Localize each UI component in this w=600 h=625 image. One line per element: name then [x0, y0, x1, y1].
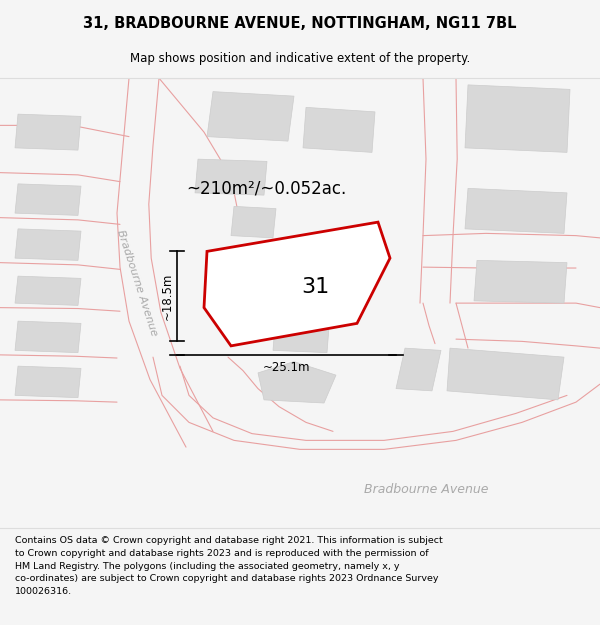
Polygon shape [15, 321, 81, 352]
Text: 31: 31 [301, 278, 329, 298]
Text: Map shows position and indicative extent of the property.: Map shows position and indicative extent… [130, 52, 470, 65]
Polygon shape [465, 188, 567, 233]
Text: Contains OS data © Crown copyright and database right 2021. This information is : Contains OS data © Crown copyright and d… [15, 536, 443, 596]
Polygon shape [231, 206, 276, 238]
Text: Bradbourne Avenue: Bradbourne Avenue [364, 483, 488, 496]
Polygon shape [474, 261, 567, 303]
Polygon shape [204, 222, 390, 346]
Polygon shape [15, 114, 81, 150]
Polygon shape [447, 348, 564, 400]
Polygon shape [15, 184, 81, 216]
Polygon shape [258, 362, 336, 403]
Text: 31, BRADBOURNE AVENUE, NOTTINGHAM, NG11 7BL: 31, BRADBOURNE AVENUE, NOTTINGHAM, NG11 … [83, 16, 517, 31]
Polygon shape [273, 312, 330, 352]
Text: Bradbourne Avenue: Bradbourne Avenue [115, 229, 159, 338]
Polygon shape [396, 348, 441, 391]
Text: ~210m²/~0.052ac.: ~210m²/~0.052ac. [186, 179, 346, 198]
Polygon shape [15, 366, 81, 398]
Text: ~25.1m: ~25.1m [263, 361, 311, 374]
Polygon shape [303, 107, 375, 152]
Polygon shape [207, 92, 294, 141]
Text: ~18.5m: ~18.5m [160, 272, 173, 320]
Polygon shape [195, 159, 267, 195]
Polygon shape [465, 85, 570, 152]
Polygon shape [15, 229, 81, 261]
Polygon shape [15, 276, 81, 306]
